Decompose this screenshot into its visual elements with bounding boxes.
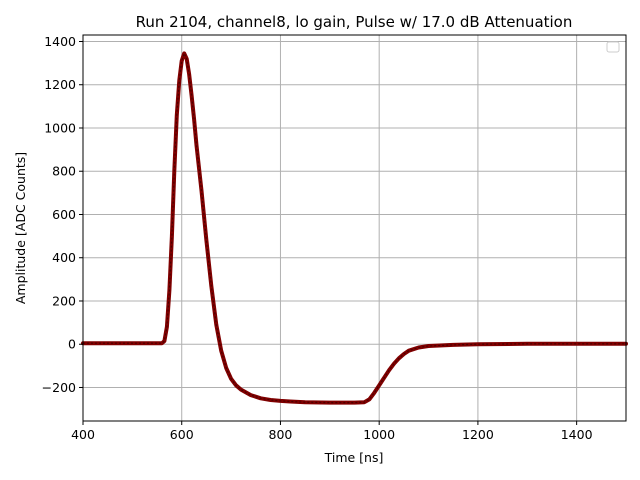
grid — [83, 35, 626, 421]
x-axis-label: Time [ns] — [324, 450, 384, 465]
y-tick-label: 0 — [68, 337, 76, 352]
plot-frame — [82, 34, 627, 422]
series-layer — [81, 51, 628, 405]
y-axis: −200 0 200 400 600 800 1000 1200 1400 — [42, 34, 83, 395]
chart-title: Run 2104, channel8, lo gain, Pulse w/ 17… — [136, 13, 573, 31]
legend-box — [606, 41, 620, 53]
x-tick-label: 1000 — [363, 427, 395, 442]
y-tick-label: 200 — [52, 293, 76, 308]
x-tick-label: 1200 — [462, 427, 494, 442]
x-tick-label: 800 — [269, 427, 293, 442]
y-tick-label: 1000 — [44, 120, 76, 135]
x-tick-label: 400 — [71, 427, 95, 442]
y-tick-label: −200 — [42, 380, 76, 395]
plot-area — [83, 35, 626, 421]
y-tick-label: 1400 — [44, 34, 76, 49]
y-tick-label: 400 — [52, 250, 76, 265]
y-axis-label: Amplitude [ADC Counts] — [13, 152, 28, 304]
x-axis: 400 600 800 1000 1200 1400 — [71, 421, 593, 442]
x-tick-label: 600 — [170, 427, 194, 442]
series-line-detail — [83, 51, 626, 404]
y-tick-label: 600 — [52, 207, 76, 222]
y-tick-label: 1200 — [44, 77, 76, 92]
y-tick-label: 800 — [52, 164, 76, 179]
x-tick-label: 1400 — [561, 427, 593, 442]
